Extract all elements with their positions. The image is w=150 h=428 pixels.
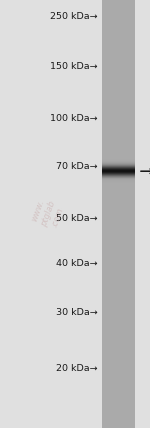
Bar [102, 175, 135, 176]
Bar [102, 166, 135, 167]
Bar [102, 0, 135, 428]
Bar [102, 171, 135, 172]
Bar [102, 170, 135, 171]
Bar [102, 172, 135, 173]
Bar [102, 177, 135, 178]
Bar [102, 157, 135, 158]
Bar [102, 169, 135, 170]
Bar [102, 158, 135, 159]
Bar [102, 181, 135, 182]
Bar [102, 161, 135, 162]
Text: www.
ptglab
.com: www. ptglab .com [29, 196, 67, 232]
Bar [102, 162, 135, 163]
Bar [102, 167, 135, 168]
Bar [102, 173, 135, 174]
Text: 150 kDa→: 150 kDa→ [50, 62, 98, 71]
Bar [102, 163, 135, 164]
Bar [102, 174, 135, 175]
Bar [102, 165, 135, 166]
Bar [102, 159, 135, 160]
Text: 20 kDa→: 20 kDa→ [56, 363, 98, 373]
Bar [102, 182, 135, 183]
Text: 50 kDa→: 50 kDa→ [56, 214, 98, 223]
Text: 40 kDa→: 40 kDa→ [56, 259, 98, 268]
Bar [102, 164, 135, 165]
Bar [102, 179, 135, 180]
Bar [102, 160, 135, 161]
Text: 70 kDa→: 70 kDa→ [56, 162, 98, 172]
Bar [102, 176, 135, 177]
Text: 30 kDa→: 30 kDa→ [56, 308, 98, 317]
Bar [102, 178, 135, 179]
Text: 250 kDa→: 250 kDa→ [50, 12, 98, 21]
Bar [102, 183, 135, 184]
Bar [102, 168, 135, 169]
Bar [102, 180, 135, 181]
Bar [102, 184, 135, 185]
Text: 100 kDa→: 100 kDa→ [50, 114, 98, 124]
Bar [102, 185, 135, 186]
